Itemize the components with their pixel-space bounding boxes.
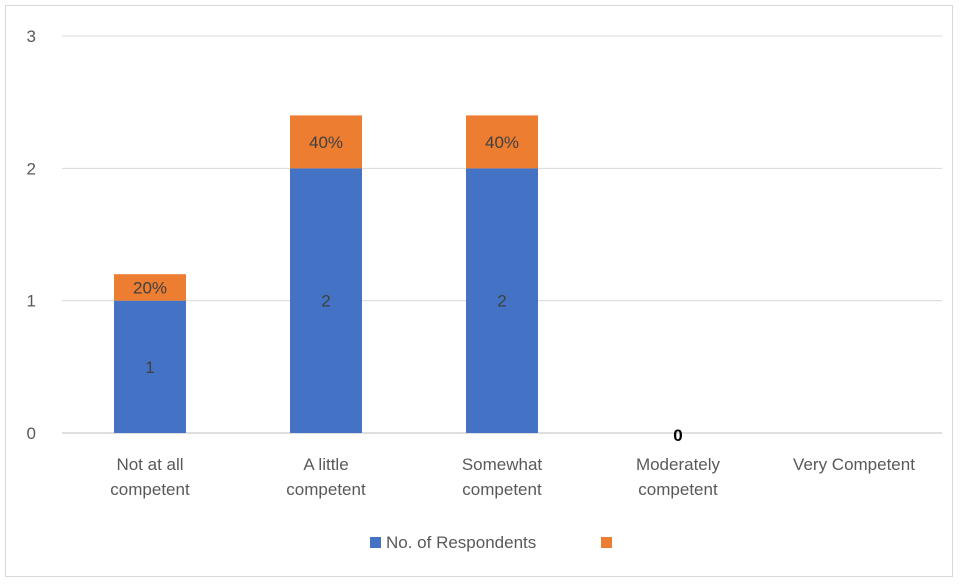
x-tick-label: competent	[462, 480, 542, 499]
y-axis-ticks: 0 1 2 3	[27, 27, 36, 443]
data-label: 0	[673, 426, 682, 445]
data-label: 2	[497, 292, 506, 311]
stacked-bar-chart: 0 1 2 3 1 20% 2 40% 2 40% 0 Not at all competent A …	[27, 27, 942, 552]
data-label: 20%	[133, 278, 167, 297]
x-tick-label: Not at all	[116, 455, 183, 474]
bar-percentage	[466, 115, 538, 169]
bar-respondents	[466, 168, 538, 434]
y-tick-label: 3	[27, 27, 36, 46]
legend: No. of Respondents	[370, 533, 612, 552]
x-tick-label: Very Competent	[793, 455, 915, 474]
y-tick-label: 2	[27, 159, 36, 178]
x-tick-label: competent	[286, 480, 366, 499]
data-label: 1	[145, 358, 154, 377]
data-label: 40%	[485, 133, 519, 152]
y-tick-label: 1	[27, 292, 36, 311]
legend-swatch-respondents	[370, 537, 381, 548]
x-tick-label: competent	[638, 480, 718, 499]
x-axis-ticks: Not at all competent A little competent Some…	[110, 455, 915, 499]
data-label: 2	[321, 292, 330, 311]
bar-percentage	[114, 274, 186, 301]
x-tick-label: Somewhat	[462, 455, 543, 474]
bar-respondents	[114, 300, 186, 433]
data-labels: 1 20% 2 40% 2 40% 0	[133, 133, 683, 445]
x-tick-label: competent	[110, 480, 190, 499]
chart-frame: 0 1 2 3 1 20% 2 40% 2 40% 0 Not at all competent A …	[5, 5, 953, 577]
data-label: 40%	[309, 133, 343, 152]
bars	[114, 115, 538, 434]
y-tick-label: 0	[27, 424, 36, 443]
bar-respondents	[290, 168, 362, 434]
legend-label: No. of Respondents	[386, 533, 536, 552]
bar-percentage	[290, 115, 362, 169]
x-tick-label: A little	[303, 455, 348, 474]
x-tick-label: Moderately	[636, 455, 721, 474]
legend-swatch-percentage	[601, 537, 612, 548]
